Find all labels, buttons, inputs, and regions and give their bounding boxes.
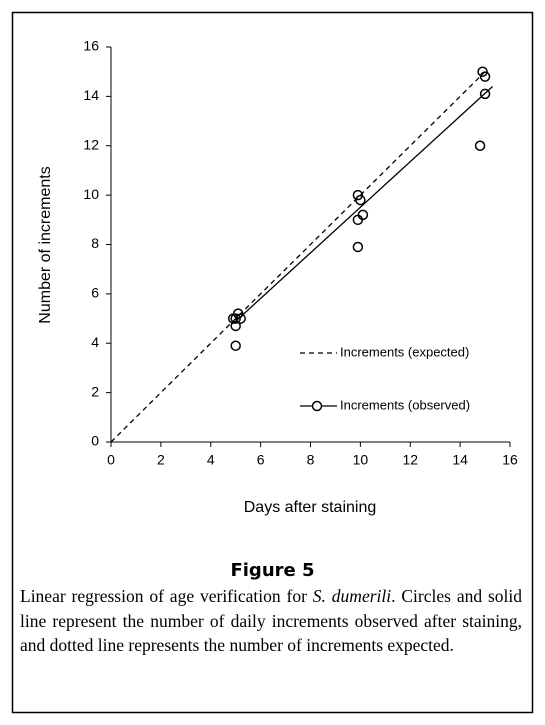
y-tick-label: 2 bbox=[91, 383, 99, 399]
x-tick-label: 10 bbox=[353, 452, 369, 468]
data-point bbox=[355, 194, 366, 206]
data-point bbox=[474, 140, 486, 151]
y-tick-label: 10 bbox=[83, 186, 99, 202]
x-tick-label: 16 bbox=[502, 452, 518, 468]
x-tick-label: 0 bbox=[107, 452, 115, 468]
data-point bbox=[230, 313, 241, 324]
data-point bbox=[230, 320, 241, 332]
x-axis-label: Days after staining bbox=[244, 499, 377, 516]
fit-line bbox=[232, 86, 493, 324]
x-tick-label: 4 bbox=[207, 452, 215, 468]
y-tick-label: 6 bbox=[91, 285, 99, 301]
legend-label: Increments (observed) bbox=[340, 397, 470, 412]
figure-border bbox=[11, 11, 534, 714]
data-point bbox=[479, 71, 491, 82]
caption: Linear regression of age verification fo… bbox=[20, 584, 522, 658]
x-tick-label: 8 bbox=[307, 452, 315, 468]
data-point bbox=[352, 241, 364, 253]
x-tick-label: 2 bbox=[157, 452, 165, 468]
caption-text: Linear regression of age verification fo… bbox=[20, 586, 313, 606]
y-tick-label: 0 bbox=[91, 433, 99, 449]
data-point bbox=[357, 209, 369, 221]
y-tick-label: 4 bbox=[91, 334, 99, 350]
expected-line bbox=[110, 71, 486, 443]
figure-label: Figure 5 bbox=[230, 560, 315, 581]
data-point bbox=[479, 88, 491, 100]
y-axis-label: Number of increments bbox=[37, 166, 54, 323]
caption-species: S. dumerili bbox=[312, 586, 392, 606]
data-point bbox=[352, 189, 364, 201]
x-tick-label: 12 bbox=[402, 452, 418, 468]
data-point bbox=[230, 340, 241, 351]
y-tick-label: 16 bbox=[83, 38, 99, 54]
x-tick-label: 14 bbox=[452, 452, 468, 468]
legend-label: Increments (expected) bbox=[340, 344, 469, 359]
data-point bbox=[235, 313, 246, 324]
data-point bbox=[477, 66, 488, 77]
x-tick-label: 6 bbox=[257, 452, 265, 468]
y-tick-label: 8 bbox=[91, 235, 99, 251]
y-tick-label: 12 bbox=[83, 136, 99, 152]
data-point bbox=[352, 214, 364, 226]
y-tick-label: 14 bbox=[83, 87, 99, 103]
legend-marker bbox=[311, 400, 323, 412]
data-point bbox=[232, 308, 244, 319]
caption-text: . Circles and solid line represent the n… bbox=[20, 586, 522, 656]
